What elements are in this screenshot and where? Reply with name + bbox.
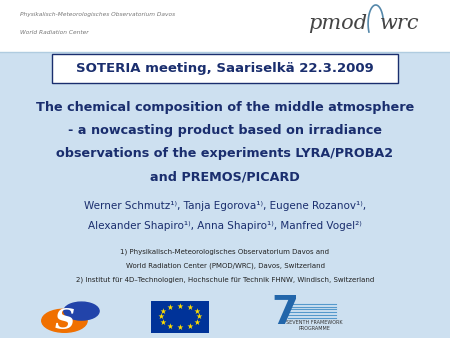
Text: Alexander Shapiro¹⁾, Anna Shapiro¹⁾, Manfred Vogel²⁾: Alexander Shapiro¹⁾, Anna Shapiro¹⁾, Man… <box>88 221 362 231</box>
Text: ★: ★ <box>196 312 203 321</box>
Text: ★: ★ <box>160 307 166 316</box>
Text: SEVENTH FRAMEWORK
PROGRAMME: SEVENTH FRAMEWORK PROGRAMME <box>286 320 342 331</box>
Text: Werner Schmutz¹⁾, Tanja Egorova¹⁾, Eugene Rozanov¹⁾,: Werner Schmutz¹⁾, Tanja Egorova¹⁾, Eugen… <box>84 201 366 211</box>
Text: The chemical composition of the middle atmosphere: The chemical composition of the middle a… <box>36 101 414 114</box>
Text: ★: ★ <box>194 307 200 316</box>
Text: - a nowcasting product based on irradiance: - a nowcasting product based on irradian… <box>68 124 382 137</box>
Text: ★: ★ <box>167 303 174 312</box>
FancyBboxPatch shape <box>52 54 398 83</box>
Text: World Radiation Center (PMOD/WRC), Davos, Switzerland: World Radiation Center (PMOD/WRC), Davos… <box>126 263 324 269</box>
Text: and PREMOS/PICARD: and PREMOS/PICARD <box>150 170 300 183</box>
Text: ★: ★ <box>176 302 184 311</box>
Text: 1) Physikalisch-Meteorologisches Observatorium Davos and: 1) Physikalisch-Meteorologisches Observa… <box>121 248 329 255</box>
Text: ★: ★ <box>186 321 193 331</box>
Text: ★: ★ <box>157 312 164 321</box>
Text: ★: ★ <box>176 323 184 332</box>
Text: ★: ★ <box>160 318 166 327</box>
Text: 7: 7 <box>271 294 298 332</box>
Circle shape <box>42 309 87 332</box>
Bar <box>0 0 450 52</box>
Text: observations of the experiments LYRA/PROBA2: observations of the experiments LYRA/PRO… <box>56 147 394 160</box>
Bar <box>0 52 450 338</box>
Circle shape <box>64 302 99 320</box>
Text: SOTERIA meeting, Saariselkä 22.3.2009: SOTERIA meeting, Saariselkä 22.3.2009 <box>76 62 374 75</box>
Text: ★: ★ <box>167 321 174 331</box>
Text: ★: ★ <box>186 303 193 312</box>
Text: S: S <box>54 308 74 335</box>
Text: World Radiation Center: World Radiation Center <box>20 30 89 35</box>
Text: ★: ★ <box>194 318 200 327</box>
Text: Physikalisch-Meteorologisches Observatorium Davos: Physikalisch-Meteorologisches Observator… <box>20 12 176 17</box>
Text: wrc: wrc <box>380 14 420 33</box>
Text: 2) Institut für 4D–Technologien, Hochschule für Technik FHNW, Windisch, Switzerl: 2) Institut für 4D–Technologien, Hochsch… <box>76 277 374 283</box>
Text: pmod: pmod <box>308 14 367 33</box>
